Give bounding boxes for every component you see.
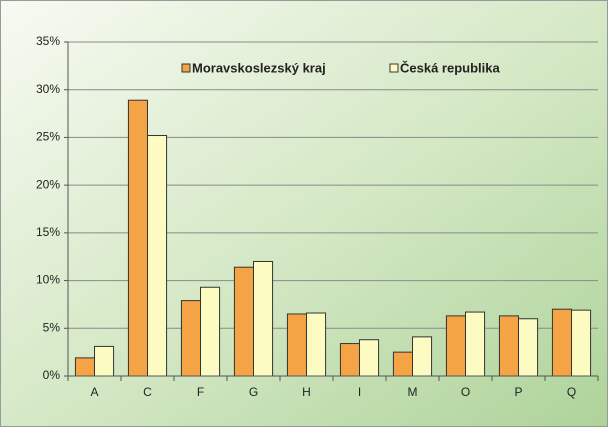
legend-swatch	[389, 63, 399, 73]
x-tick-label: H	[302, 385, 311, 399]
x-tick-label: O	[461, 385, 470, 399]
y-tick-label: 0%	[43, 368, 61, 382]
x-tick-label: M	[408, 385, 418, 399]
y-tick-label: 15%	[36, 225, 60, 239]
y-tick-label: 10%	[36, 273, 60, 287]
bar	[465, 311, 486, 377]
bar	[518, 318, 539, 377]
legend-swatch	[181, 63, 191, 73]
bar	[445, 315, 467, 377]
x-tick-label: I	[358, 385, 361, 399]
bar	[306, 312, 327, 377]
x-tick-label: G	[249, 385, 258, 399]
bar	[551, 308, 572, 377]
x-tick-label: Q	[567, 385, 576, 399]
legend-label: Česká republika	[400, 60, 500, 75]
bar	[392, 351, 414, 377]
bar	[74, 357, 95, 377]
bar	[147, 135, 168, 377]
bar	[571, 309, 592, 377]
y-tick-label: 25%	[36, 130, 60, 144]
y-tick-label: 5%	[43, 320, 61, 334]
x-tick-label: A	[90, 385, 98, 399]
y-tick-label: 20%	[36, 177, 60, 191]
bar	[127, 99, 148, 377]
bar	[339, 343, 361, 377]
bar	[233, 266, 254, 377]
y-tick-label: 35%	[36, 34, 60, 48]
bar	[253, 260, 274, 377]
bar	[498, 315, 520, 377]
x-tick-label: P	[514, 385, 522, 399]
bar	[94, 345, 115, 377]
legend-label: Moravskoslezský kraj	[192, 60, 326, 75]
bar	[200, 286, 221, 377]
bar	[359, 339, 380, 377]
x-tick-label: C	[143, 385, 152, 399]
y-tick-label: 30%	[36, 82, 60, 96]
x-tick-label: F	[197, 385, 204, 399]
bar	[180, 300, 201, 377]
bar	[412, 336, 433, 377]
bar	[286, 313, 308, 377]
